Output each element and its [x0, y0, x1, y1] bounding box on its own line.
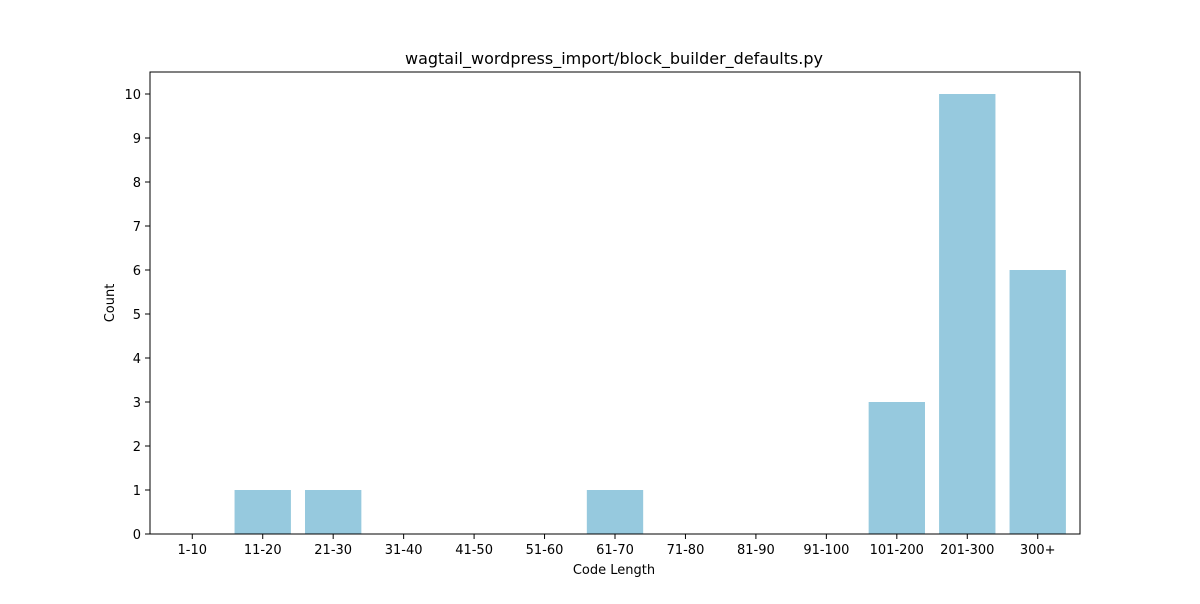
- x-tick-label: 51-60: [526, 543, 564, 558]
- y-axis: 0 1 2 3 4 5 6 7 8 9 10: [124, 88, 150, 543]
- bar-61-70: [586, 490, 644, 534]
- x-tick-label: 91-100: [803, 543, 849, 558]
- bars-layer: [234, 94, 1066, 534]
- bar-11-20: [234, 490, 291, 534]
- x-tick-label: 101-200: [870, 543, 924, 558]
- x-tick-label: 21-30: [314, 543, 352, 558]
- y-axis-label: Count: [103, 284, 118, 323]
- x-tick-label: 1-10: [178, 543, 208, 558]
- x-tick-label: 11-20: [244, 543, 282, 558]
- x-tick-label: 41-50: [455, 543, 493, 558]
- y-tick-label: 2: [133, 440, 141, 455]
- y-tick-label: 9: [133, 132, 141, 147]
- x-tick-label: 71-80: [667, 543, 705, 558]
- y-tick-label: 10: [124, 88, 141, 103]
- bar-101-200: [868, 402, 925, 534]
- x-tick-label: 201-300: [940, 543, 994, 558]
- x-tick-label: 31-40: [385, 543, 423, 558]
- x-tick-label: 300+: [1020, 543, 1056, 558]
- bar-21-30: [305, 490, 362, 534]
- chart-title: wagtail_wordpress_import/block_builder_d…: [405, 49, 823, 69]
- y-tick-label: 4: [133, 352, 141, 367]
- y-tick-label: 7: [133, 220, 141, 235]
- y-tick-label: 0: [133, 528, 141, 543]
- y-tick-label: 5: [133, 308, 141, 323]
- x-tick-label: 61-70: [596, 543, 634, 558]
- y-tick-label: 1: [133, 484, 141, 499]
- bar-201-300: [939, 94, 996, 534]
- y-tick-label: 8: [133, 176, 141, 191]
- x-axis-label: Code Length: [573, 563, 655, 578]
- x-axis: 1-10 11-20 21-30 31-40 41-50 51-60 61-70 71-80 8…: [178, 534, 1056, 558]
- bar-300+: [1009, 270, 1066, 534]
- y-tick-label: 6: [133, 264, 141, 279]
- x-tick-label: 81-90: [737, 543, 775, 558]
- y-tick-label: 3: [133, 396, 141, 411]
